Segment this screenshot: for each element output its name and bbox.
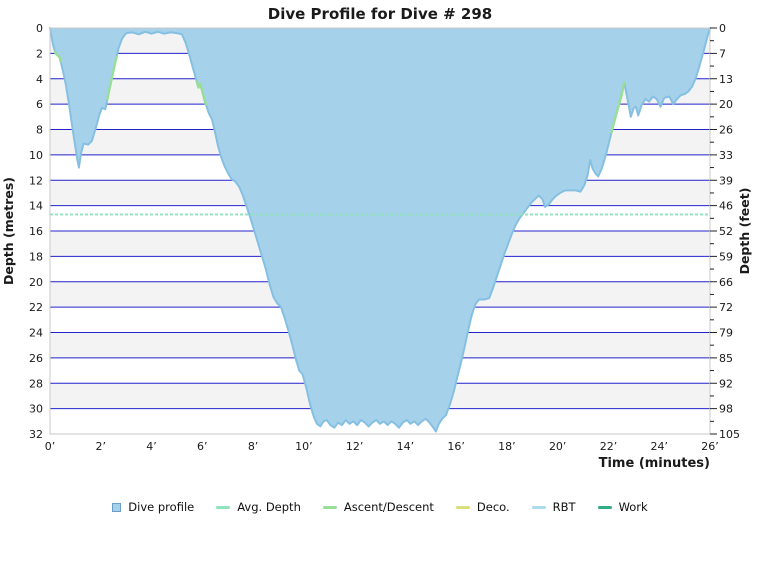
dive-profile-outline [49, 27, 711, 433]
metres-tick-label: 26 [29, 352, 43, 365]
x-axis-tick-labels: 0’ 2’ 4’ 6’ 8’ 10’ 12’ 14’ 16’ 18’ 20’ 22’ 24’ 26’ [45, 440, 719, 453]
x-axis-title: Time (minutes) [599, 456, 710, 471]
legend-item-rbt: RBT [531, 500, 576, 514]
x-tick-label: 22’ [600, 440, 618, 453]
legend-label-dive-profile: Dive profile [128, 500, 195, 514]
legend-label-rbt: RBT [552, 500, 576, 514]
legend-swatch-dive-profile [112, 502, 122, 512]
metres-tick-label: 28 [29, 377, 43, 390]
x-tick-label: 14’ [397, 440, 415, 453]
ascent-descent-segment [106, 55, 118, 101]
feet-tick-label: 33 [719, 149, 733, 162]
metres-tick-label: 14 [29, 200, 43, 213]
legend-swatch-ascent-descent [322, 505, 337, 509]
metres-tick-label: 12 [29, 174, 43, 187]
feet-tick-label: 79 [719, 327, 733, 340]
legend-item-ascent-descent: Ascent/Descent [322, 500, 434, 514]
metres-tick-label: 6 [36, 98, 43, 111]
x-tick-label: 16’ [447, 440, 465, 453]
feet-tick-label: 52 [719, 225, 733, 238]
x-tick-label: 12’ [346, 440, 364, 453]
metres-tick-label: 32 [29, 428, 43, 441]
feet-tick-label: 66 [719, 276, 733, 289]
legend-label-work: Work [618, 500, 648, 514]
feet-tick-label: 7 [719, 47, 726, 60]
x-tick-label: 4’ [146, 440, 157, 453]
legend-swatch-rbt [531, 505, 546, 509]
metres-tick-label: 0 [36, 22, 43, 35]
legend-item-avg-depth: Avg. Depth [216, 500, 301, 514]
left-axis-title: Depth (metres) [1, 177, 16, 285]
legend-item-deco: Deco. [455, 500, 510, 514]
x-tick-label: 20’ [549, 440, 567, 453]
x-tick-label: 8’ [248, 440, 259, 453]
x-tick-label: 18’ [498, 440, 516, 453]
legend-label-ascent-descent: Ascent/Descent [343, 500, 434, 514]
metres-tick-label: 20 [29, 276, 43, 289]
feet-tick-label: 46 [719, 200, 733, 213]
right-axis-ticks [710, 27, 717, 435]
legend-label-deco: Deco. [476, 500, 510, 514]
feet-tick-label: 26 [719, 124, 733, 137]
x-tick-label: 10’ [295, 440, 313, 453]
legend-swatch-work [597, 505, 612, 509]
metres-tick-label: 4 [36, 73, 43, 86]
metres-tick-label: 16 [29, 225, 43, 238]
right-axis-title: Depth (feet) [737, 188, 752, 275]
legend-swatch-avg-depth [216, 505, 231, 509]
chart-legend: Dive profile Avg. Depth Ascent/Descent Deco… [0, 500, 760, 514]
ascent-descent-segment [195, 80, 208, 106]
feet-tick-label: 98 [719, 403, 733, 416]
dive-profile-chart: 0’ 2’ 4’ 6’ 8’ 10’ 12’ 14’ 16’ 18’ 20’ 22’ 24’ 26’ 0 2… [1, 5, 752, 471]
feet-tick-label: 20 [719, 98, 733, 111]
x-tick-label: 26’ [701, 440, 719, 453]
feet-tick-label: 105 [719, 428, 740, 441]
metres-tick-label: 2 [36, 47, 43, 60]
metres-tick-label: 10 [29, 149, 43, 162]
legend-label-avg-depth: Avg. Depth [237, 500, 301, 514]
feet-tick-label: 72 [719, 301, 733, 314]
legend-swatch-deco [455, 505, 470, 509]
legend-item-dive-profile: Dive profile [112, 500, 194, 514]
feet-tick-label: 0 [719, 22, 726, 35]
chart-title: Dive Profile for Dive # 298 [268, 5, 492, 23]
x-tick-label: 24’ [650, 440, 668, 453]
ascent-descent-segment [610, 81, 626, 134]
metres-tick-label: 22 [29, 301, 43, 314]
metres-tick-label: 8 [36, 124, 43, 137]
x-tick-label: 0’ [45, 440, 56, 453]
feet-tick-label: 13 [719, 73, 733, 86]
feet-tick-label: 85 [719, 352, 733, 365]
feet-tick-label: 59 [719, 250, 733, 263]
dive-profile-area [49, 27, 711, 433]
metres-tick-label: 18 [29, 250, 43, 263]
right-axis-tick-labels: 0 7 13 20 26 33 39 46 52 59 66 72 79 85 92 98 105 [719, 22, 740, 441]
ascent-descent-segments [53, 50, 626, 134]
feet-tick-label: 39 [719, 174, 733, 187]
x-tick-label: 2’ [96, 440, 107, 453]
legend-item-work: Work [597, 500, 648, 514]
metres-tick-label: 30 [29, 403, 43, 416]
ascent-descent-segment [53, 50, 62, 63]
metres-tick-label: 24 [29, 327, 43, 340]
x-tick-label: 6’ [197, 440, 208, 453]
feet-tick-label: 92 [719, 377, 733, 390]
